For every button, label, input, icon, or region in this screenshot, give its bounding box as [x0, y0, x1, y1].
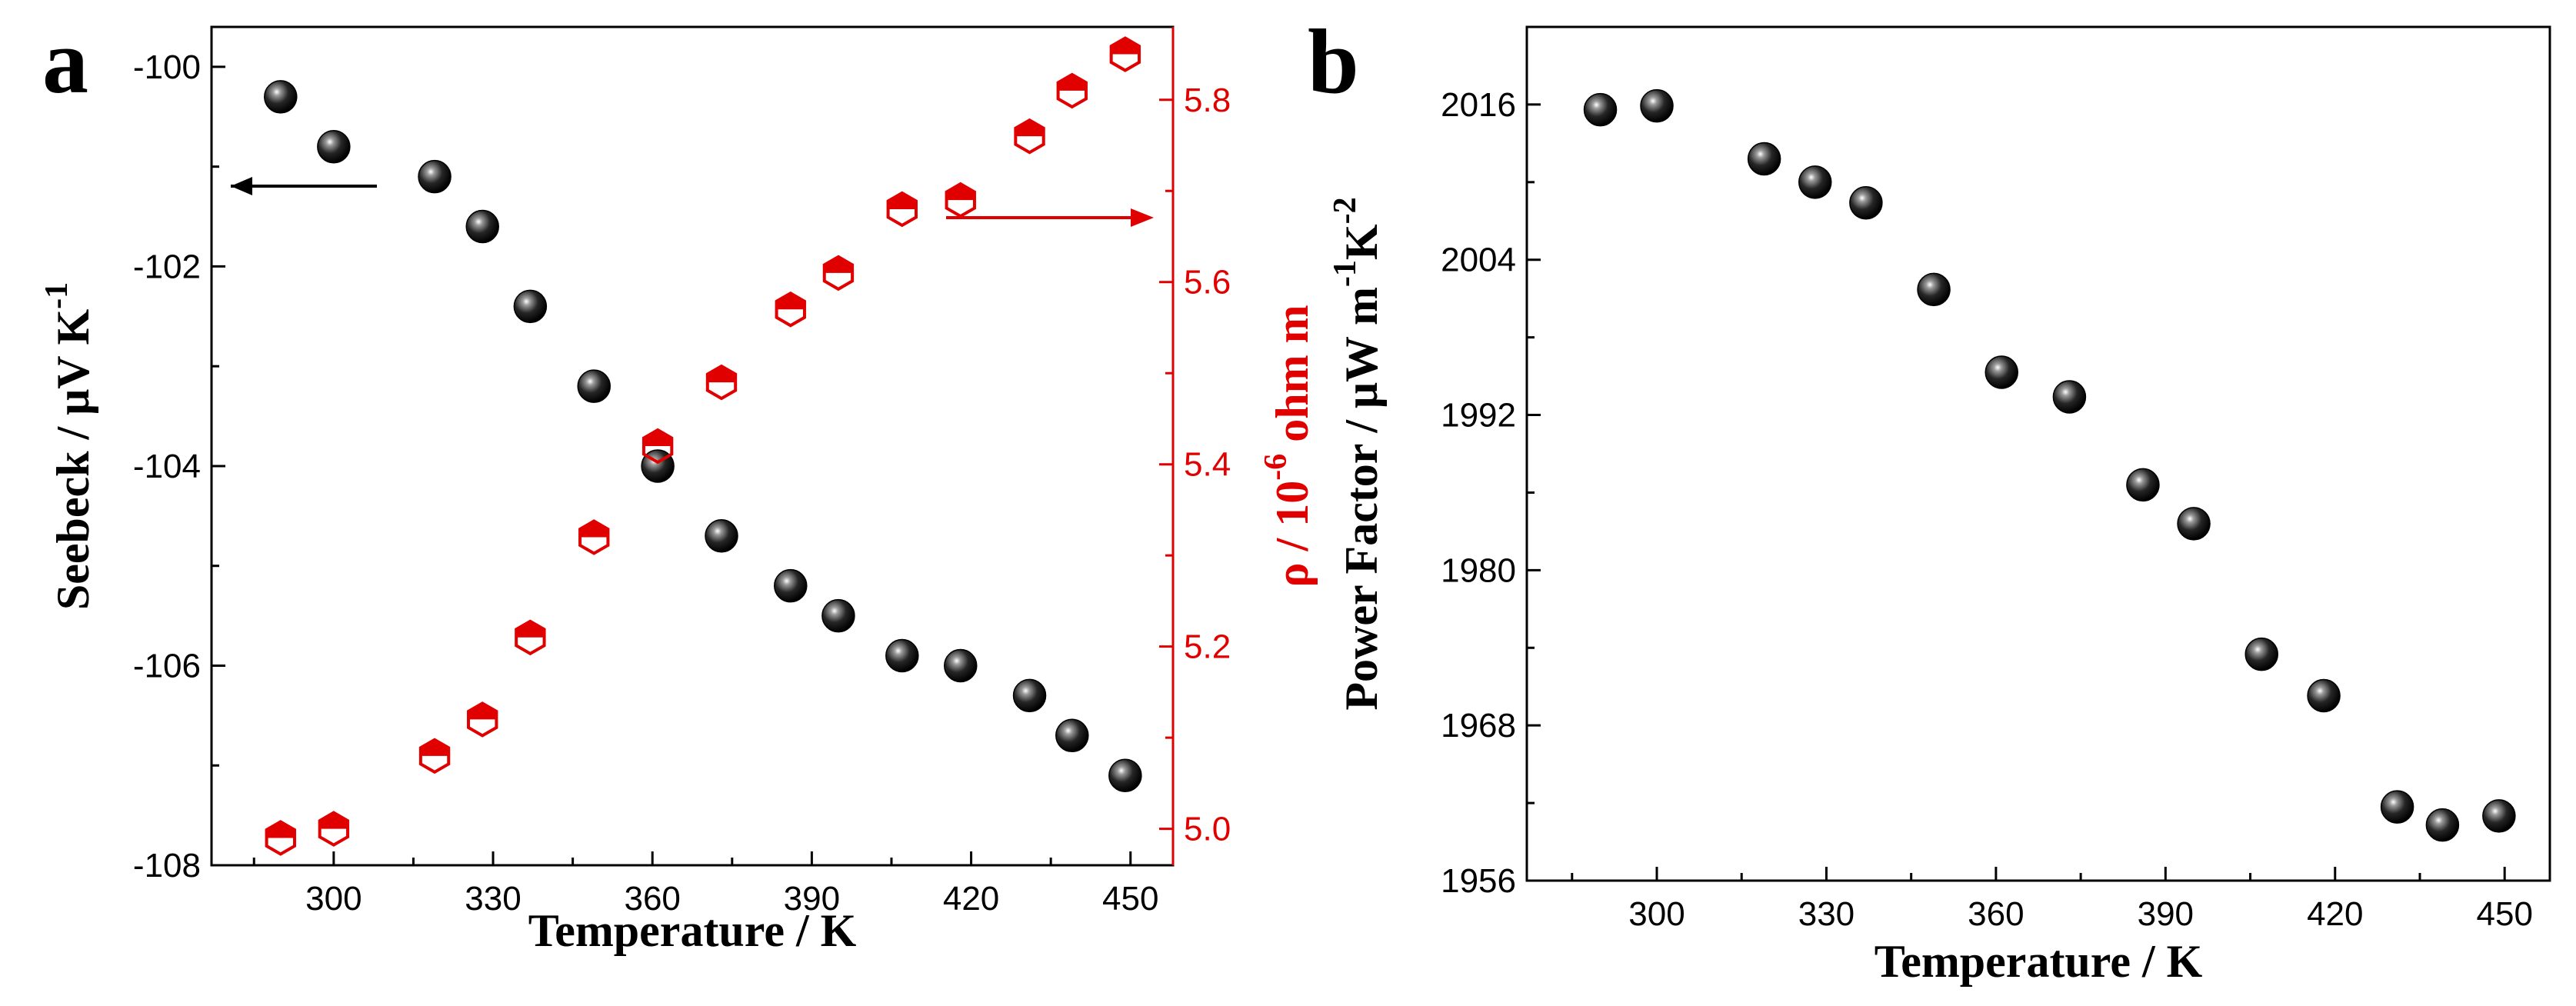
x-tick-label: 330 [465, 880, 521, 918]
data-point-sphere [705, 519, 738, 553]
x-tick-label: 300 [305, 880, 362, 918]
panel-a-letter: a [42, 10, 88, 112]
data-point-sphere [1798, 165, 1832, 199]
data-point-hexagon [945, 182, 976, 218]
data-point-sphere [2482, 799, 2516, 833]
data-point-hexagon [642, 428, 674, 465]
data-point-sphere [317, 129, 351, 164]
data-point-sphere [821, 598, 855, 633]
y-tick-label: 1980 [1441, 551, 1516, 589]
data-point-sphere [1055, 718, 1089, 753]
y-tick-label: 2004 [1441, 242, 1516, 279]
resistivity-arrowhead [1131, 208, 1154, 227]
panel-a-right-axis-ticks: 5.0 5.2 5.4 5.6 5.8 [1159, 82, 1231, 848]
x-tick-label: 420 [943, 880, 999, 918]
y-tick-label: -104 [133, 448, 201, 485]
x-tick-label: 390 [784, 880, 840, 918]
y-tick-label: 2016 [1441, 86, 1516, 124]
panel-b: b 300 330 360 390 420 450 1956 1968 1980 1992 200… [1308, 10, 2551, 987]
seebeck-arrowhead [231, 177, 252, 195]
panel-b-frame [1525, 25, 2551, 882]
y-tick-label: 1968 [1441, 707, 1516, 745]
data-point-sphere [2244, 637, 2278, 671]
panel-a-x-axis: 300 330 360 390 420 450 [252, 851, 1158, 918]
data-point-hexagon [1056, 72, 1088, 109]
data-point-sphere [1747, 142, 1781, 176]
x-tick-label: 450 [1102, 880, 1158, 918]
x-tick-label: 360 [1968, 895, 2024, 933]
y-tick-label: 5.4 [1184, 446, 1231, 484]
data-point-sphere [2307, 678, 2341, 713]
data-point-sphere [1583, 92, 1618, 127]
data-point-hexagon [265, 820, 296, 856]
panel-a: a 300 330 360 390 420 450 -100-102-104-106-10… [39, 10, 1318, 956]
x-tick-label: 450 [2477, 895, 2533, 933]
data-point-sphere [774, 568, 808, 603]
data-point-hexagon [1109, 36, 1141, 72]
data-point-hexagon [515, 619, 546, 656]
y-tick-label: 5.6 [1184, 264, 1231, 301]
data-point-sphere [1917, 272, 1951, 307]
data-point-sphere [264, 80, 298, 114]
data-point-hexagon [578, 519, 610, 555]
y-tick-label: -100 [133, 48, 201, 86]
y-tick-label: 5.0 [1184, 811, 1231, 848]
x-tick-label: 420 [2307, 895, 2363, 933]
data-point-sphere [513, 289, 548, 324]
data-point-hexagon [705, 364, 738, 401]
data-point-sphere [2380, 790, 2414, 824]
data-point-sphere [577, 369, 611, 403]
x-tick-label: 360 [624, 880, 680, 918]
panel-a-y-right-label: ρ / 10-6 ohm m [1258, 305, 1318, 587]
y-tick-label: 5.8 [1184, 82, 1231, 119]
data-point-sphere [1108, 758, 1142, 792]
data-point-hexagon [822, 255, 855, 291]
y-tick-label: 1956 [1441, 862, 1516, 900]
data-point-sphere [418, 159, 452, 194]
data-point-hexagon [1014, 118, 1045, 155]
data-point-hexagon [418, 738, 451, 774]
panel-b-y-axis: 1956 1968 1980 1992 2004 2016 [1441, 86, 1541, 900]
data-point-sphere [465, 209, 499, 244]
y-tick-label: 1992 [1441, 397, 1516, 435]
x-tick-label: 300 [1628, 895, 1685, 933]
panel-a-points [264, 36, 1142, 856]
y-tick-label: -106 [133, 647, 201, 685]
data-point-sphere [2126, 468, 2160, 502]
y-tick-label: -108 [133, 847, 201, 884]
panel-b-y-label: Power Factor / μW m-1K-2 [1328, 197, 1387, 710]
y-tick-label: -102 [133, 248, 201, 285]
data-point-sphere [1849, 185, 1883, 220]
data-point-sphere [2177, 507, 2211, 541]
x-tick-label: 390 [2138, 895, 2194, 933]
data-point-sphere [1984, 355, 2018, 389]
panel-b-letter: b [1308, 10, 1359, 112]
data-point-sphere [944, 648, 978, 683]
data-point-sphere [1012, 678, 1047, 713]
panel-b-points [1583, 88, 2516, 842]
data-point-sphere [1640, 88, 1674, 123]
y-tick-label: 5.2 [1184, 628, 1231, 666]
panel-a-left-axis: -100 -102 -104 -106 -108 [133, 48, 225, 884]
data-point-hexagon [467, 701, 498, 738]
data-point-hexagon [318, 811, 350, 847]
data-point-sphere [2052, 380, 2087, 414]
panel-b-x-axis: 300 330 360 390 420 450 [1571, 867, 2533, 933]
panel-a-x-label: Temperature / K [528, 905, 857, 956]
panel-b-x-label: Temperature / K [1875, 936, 2203, 987]
x-tick-label: 330 [1798, 895, 1855, 933]
panel-a-y-left-label: Seebeck / μV K-1 [39, 282, 98, 610]
data-point-sphere [885, 638, 919, 673]
data-point-sphere [2425, 808, 2460, 842]
data-point-hexagon [886, 191, 918, 228]
data-point-hexagon [775, 291, 806, 328]
